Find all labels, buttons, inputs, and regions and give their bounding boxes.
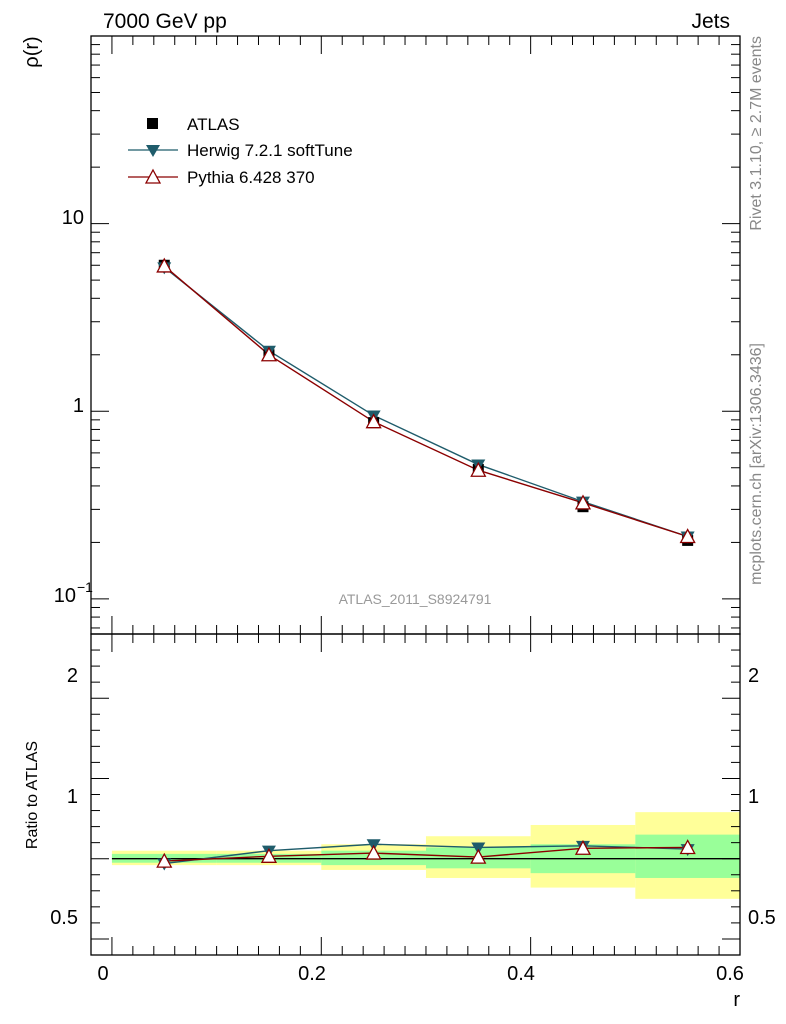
main-pythia-point-2: [365, 413, 382, 429]
xtick-label-0: 0: [97, 963, 108, 985]
ratio-ytick-0.5: 0.5: [50, 907, 78, 929]
main-ytick-1: 1: [73, 395, 84, 417]
ratio-ylabel: Ratio to ATLAS: [24, 741, 41, 849]
ratio-panel: [90, 633, 741, 956]
main-pythia-point-0: [156, 257, 173, 273]
main-pythia-point-5: [679, 528, 696, 544]
legend-pythia-label: Pythia 6.428 370: [187, 168, 315, 187]
main-ylabel: ρ(r): [21, 36, 43, 67]
ratio-herwig-point-3: [471, 842, 486, 855]
ratio-pythia-line: [164, 846, 688, 862]
ratio-herwig-line: [164, 843, 688, 865]
ratio-pythia-point-1: [260, 847, 278, 863]
watermark: ATLAS_2011_S8924791: [339, 591, 492, 607]
legend-atlas-marker: [147, 118, 158, 129]
ratio-frame: [90, 633, 741, 956]
ratio-ytick-2: 2: [67, 665, 78, 687]
legend-herwig-label: Herwig 7.2.1 softTune: [187, 141, 353, 160]
ratio-ytick-1: 1: [67, 786, 78, 808]
header-right: Jets: [691, 10, 730, 33]
main-panel: [90, 35, 741, 635]
ratio-pythia-point-2: [365, 844, 382, 860]
main-pythia-point-4: [574, 494, 592, 510]
ratio-pythia-point-5: [679, 839, 696, 855]
main-ytick-10: 10: [62, 207, 84, 229]
rivet-label: Rivet 3.1.10, ≥ 2.7M events: [748, 36, 765, 231]
xtick-label-0.4: 0.4: [507, 963, 535, 985]
legend-atlas-label: ATLAS: [187, 115, 240, 134]
legend-herwig-marker: [146, 145, 160, 157]
main-pythia-point-1: [260, 346, 278, 362]
ratio-xlabel: r: [733, 989, 740, 1011]
main-pythia-point-3: [470, 461, 487, 477]
main-herwig-line: [163, 266, 688, 538]
ratio-ytick-right-1: 1: [748, 786, 759, 808]
header-left: 7000 GeV pp: [103, 10, 227, 33]
ratio-ytick-right-0.5: 0.5: [748, 907, 776, 929]
main-pythia-line: [163, 265, 688, 538]
xtick-label-0.2: 0.2: [298, 963, 326, 985]
ratio-ytick-right-2: 2: [748, 665, 759, 687]
xtick-label-0.6: 0.6: [716, 963, 744, 985]
main-ytick-0.1: 10: [54, 585, 76, 607]
main-ytick-0.1-exp: −1: [77, 579, 93, 595]
ratio-pythia-point-3: [470, 848, 487, 864]
ratio-pythia-point-0: [156, 852, 173, 868]
mcplots-label: mcplots.cern.ch [arXiv:1306.3436]: [748, 343, 765, 585]
legend-pythia-marker: [144, 168, 162, 184]
main-ytick-0.1-base: 10: [54, 585, 76, 607]
legend: ATLAS Herwig 7.2.1 softTune Pythia 6.428…: [128, 115, 353, 187]
ratio-pythia-point-4: [574, 839, 592, 855]
